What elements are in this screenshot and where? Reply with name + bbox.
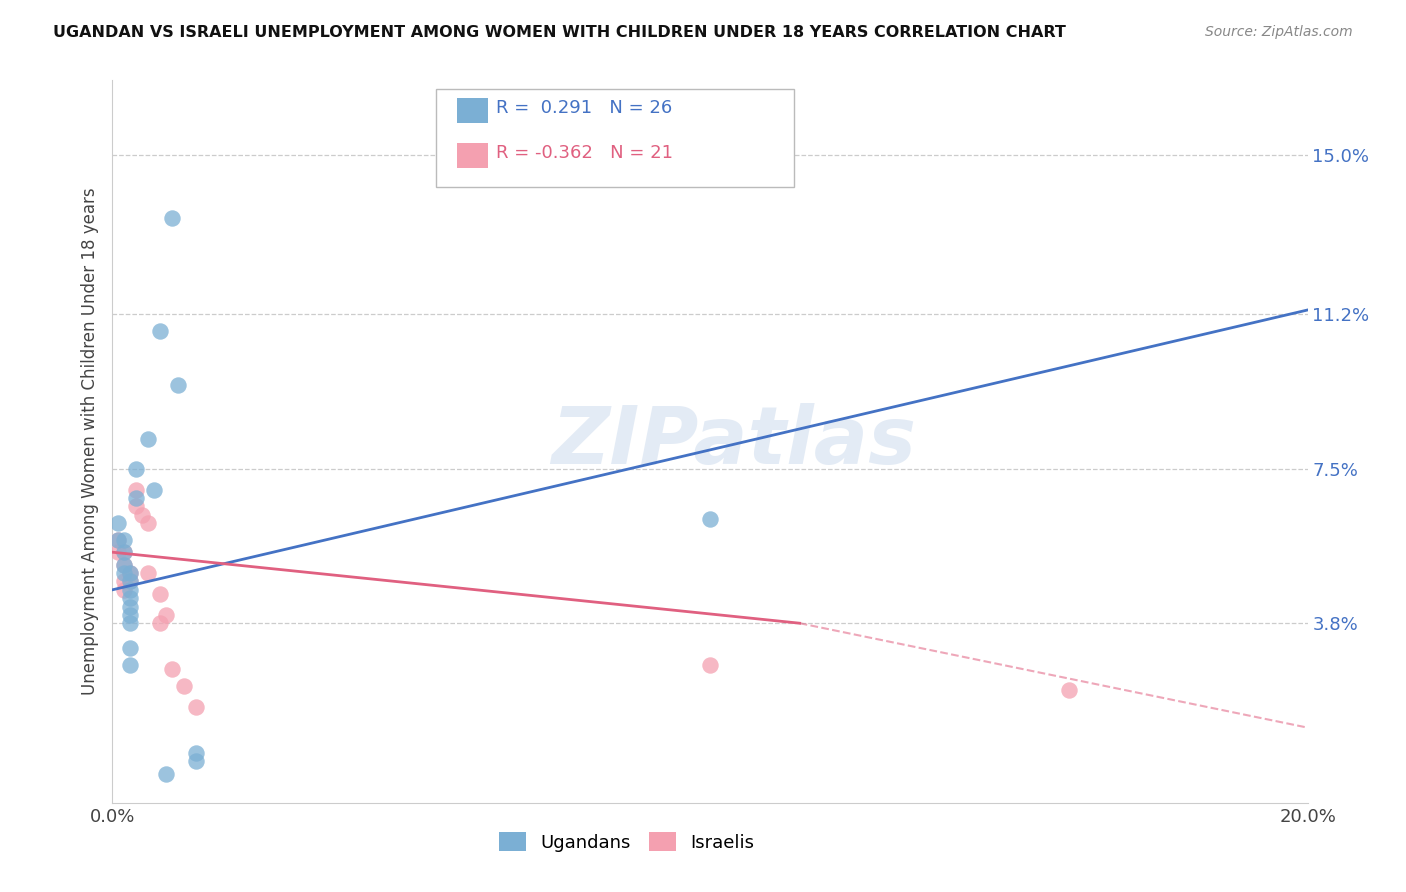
Point: [107, 545, 129, 559]
Point: [120, 566, 142, 580]
Point: [114, 566, 135, 580]
Point: [120, 574, 142, 589]
Point: [1057, 683, 1080, 698]
Point: [114, 545, 135, 559]
Point: [107, 516, 129, 530]
Text: R = -0.362   N = 21: R = -0.362 N = 21: [496, 144, 673, 161]
Point: [114, 533, 135, 547]
Point: [120, 657, 142, 672]
Point: [120, 566, 142, 580]
Point: [131, 508, 153, 522]
Point: [149, 616, 172, 631]
Text: UGANDAN VS ISRAELI UNEMPLOYMENT AMONG WOMEN WITH CHILDREN UNDER 18 YEARS CORRELA: UGANDAN VS ISRAELI UNEMPLOYMENT AMONG WO…: [53, 25, 1066, 40]
Point: [149, 587, 172, 601]
Point: [120, 641, 142, 656]
Point: [143, 483, 166, 497]
Point: [114, 574, 135, 589]
Point: [107, 533, 129, 547]
Point: [120, 591, 142, 606]
Point: [162, 211, 183, 226]
Point: [138, 566, 160, 580]
Point: [114, 558, 135, 572]
Point: [114, 558, 135, 572]
Text: ZIPatlas: ZIPatlas: [551, 402, 917, 481]
Point: [186, 699, 208, 714]
Point: [107, 533, 129, 547]
Point: [120, 607, 142, 622]
Point: [114, 545, 135, 559]
Text: R =  0.291   N = 26: R = 0.291 N = 26: [496, 99, 672, 117]
Point: [138, 516, 160, 530]
Point: [125, 491, 148, 505]
Point: [120, 616, 142, 631]
Point: [125, 500, 148, 514]
Point: [120, 599, 142, 614]
Legend: Ugandans, Israelis: Ugandans, Israelis: [492, 825, 761, 859]
Point: [186, 746, 208, 760]
Point: [114, 582, 135, 597]
Point: [162, 662, 183, 676]
Point: [120, 582, 142, 597]
Point: [155, 607, 177, 622]
Point: [138, 433, 160, 447]
Point: [149, 324, 172, 338]
Point: [699, 512, 721, 526]
Y-axis label: Unemployment Among Women with Children Under 18 years: Unemployment Among Women with Children U…: [80, 187, 98, 696]
Point: [125, 483, 148, 497]
Point: [120, 574, 142, 589]
Point: [125, 461, 148, 475]
Point: [186, 754, 208, 768]
Point: [167, 378, 190, 392]
Point: [699, 657, 721, 672]
Text: Source: ZipAtlas.com: Source: ZipAtlas.com: [1205, 25, 1353, 39]
Point: [155, 766, 177, 780]
Point: [173, 679, 195, 693]
